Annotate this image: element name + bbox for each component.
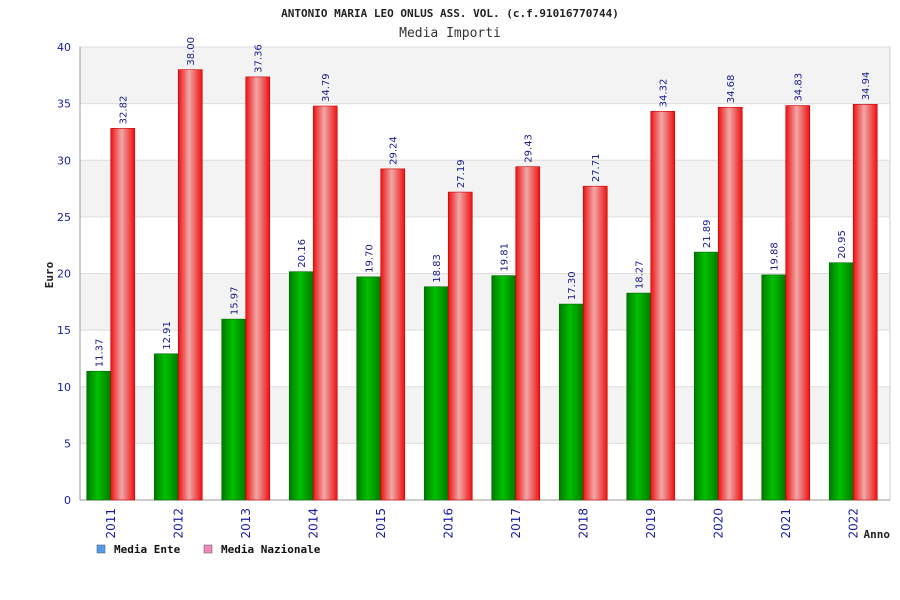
bar-media-ente-2013	[221, 318, 247, 501]
x-tick-label: 2022	[846, 508, 860, 539]
bar-media-ente-2011	[86, 370, 112, 501]
value-label: 27.71	[591, 154, 602, 183]
value-label: 20.95	[837, 230, 848, 259]
y-tick-label: 10	[57, 381, 71, 394]
value-label: 20.16	[297, 239, 308, 268]
value-label: 18.83	[432, 254, 443, 283]
value-label: 19.70	[365, 244, 376, 273]
value-label: 37.36	[254, 44, 265, 73]
value-label: 17.30	[567, 271, 578, 300]
y-axis-ticks: 0 5 10 15 20 25 30 35 40	[57, 41, 890, 507]
value-label: 18.27	[635, 260, 646, 289]
legend: Media Ente Media Nazionale	[96, 543, 321, 556]
value-label: 12.91	[162, 321, 173, 350]
y-tick-label: 25	[57, 211, 71, 224]
bar-media-nazionale-2021	[785, 105, 811, 501]
bar-media-ente-2012	[153, 353, 179, 501]
x-axis-label: Anno	[864, 528, 891, 541]
bar-media-nazionale-2020	[717, 106, 743, 501]
bar-media-nazionale-2014	[312, 105, 338, 501]
plot-area	[79, 46, 891, 501]
plot-band	[80, 386, 890, 444]
bar-media-ente-2022	[828, 262, 854, 501]
value-label: 19.88	[770, 242, 781, 271]
y-tick-label: 0	[64, 494, 71, 507]
value-label: 34.79	[321, 73, 332, 102]
value-label: 29.43	[524, 134, 535, 163]
value-label: 34.94	[861, 72, 872, 101]
y-tick-label: 20	[57, 268, 71, 281]
bar-media-ente-2016	[423, 286, 449, 501]
plot-band	[80, 443, 890, 500]
value-label: 38.00	[186, 37, 197, 66]
plot-band	[80, 273, 890, 331]
x-tick-label: 2014	[306, 508, 320, 539]
y-tick-label: 15	[57, 324, 71, 337]
value-label: 34.32	[659, 79, 670, 108]
bar-media-nazionale-2018	[582, 185, 608, 501]
bar-media-nazionale-2017	[515, 166, 541, 501]
value-label: 15.97	[230, 286, 241, 315]
value-label: 27.19	[456, 159, 467, 188]
bar-media-ente-2014	[288, 271, 314, 501]
bar-media-nazionale-2011	[110, 128, 136, 501]
bar-media-nazionale-2015	[380, 168, 406, 501]
legend-label: Media Nazionale	[221, 543, 321, 556]
value-label: 11.37	[95, 339, 106, 368]
bar-media-ente-2021	[761, 274, 787, 501]
bar-media-ente-2018	[558, 303, 584, 501]
chart-title: ANTONIO MARIA LEO ONLUS ASS. VOL. (c.f.9…	[281, 7, 619, 20]
value-label: 21.89	[702, 219, 713, 248]
bar-media-nazionale-2022	[852, 104, 878, 501]
value-label: 34.68	[726, 75, 737, 104]
y-tick-label: 5	[64, 437, 71, 450]
plot-band	[80, 103, 890, 161]
value-label: 34.83	[794, 73, 805, 102]
legend-label: Media Ente	[114, 543, 181, 556]
x-tick-label: 2011	[104, 508, 118, 539]
y-tick-label: 40	[57, 41, 71, 54]
x-tick-label: 2016	[441, 508, 455, 539]
x-tick-label: 2020	[711, 508, 725, 539]
x-tick-label: 2017	[509, 508, 523, 539]
legend-swatch	[96, 544, 106, 554]
x-tick-label: 2019	[644, 508, 658, 539]
value-label: 29.24	[389, 136, 400, 165]
value-label: 19.81	[500, 243, 511, 272]
x-tick-label: 2018	[576, 508, 590, 539]
y-axis-label: Euro	[43, 261, 56, 288]
bar-media-ente-2020	[693, 251, 719, 501]
plot-band	[80, 330, 890, 387]
y-tick-label: 30	[57, 154, 71, 167]
bar-media-nazionale-2019	[650, 111, 676, 501]
bar-media-ente-2015	[356, 276, 382, 501]
bar-media-nazionale-2012	[177, 69, 203, 501]
plot-band	[80, 216, 890, 274]
x-tick-label: 2013	[239, 508, 253, 539]
bar-media-ente-2019	[626, 292, 652, 501]
value-labels: 11.37 32.82 12.91 38.00 15.97 37.36 20.16 34.79…	[95, 37, 873, 367]
x-axis-ticks: 2011 2012 2013 2014 2015 2016 2017 2018 2019 2020…	[104, 508, 861, 539]
y-tick-label: 35	[57, 98, 71, 111]
x-tick-label: 2021	[779, 508, 793, 539]
chart-subtitle: Media Importi	[399, 26, 501, 41]
plot-band	[80, 160, 890, 217]
legend-swatch	[203, 544, 213, 554]
value-label: 32.82	[119, 96, 130, 125]
bar-media-nazionale-2013	[245, 76, 271, 501]
x-tick-label: 2012	[171, 508, 185, 539]
bars	[86, 69, 878, 501]
bar-media-nazionale-2016	[447, 191, 473, 501]
plot-band	[80, 47, 890, 104]
x-tick-label: 2015	[374, 508, 388, 539]
bar-media-ente-2017	[491, 275, 517, 501]
